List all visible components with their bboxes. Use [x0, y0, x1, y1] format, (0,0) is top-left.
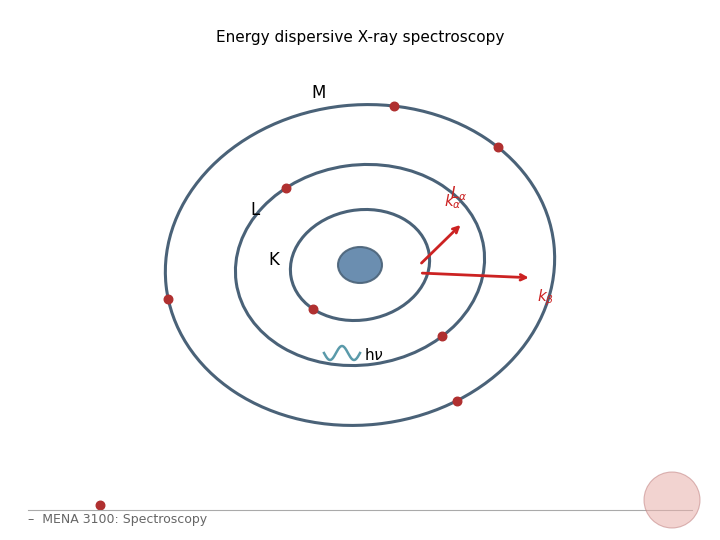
Point: [388, 102, 400, 110]
Point: [492, 143, 503, 151]
Point: [436, 332, 448, 340]
Point: [94, 501, 106, 509]
Text: L: L: [250, 201, 259, 219]
Point: [280, 184, 292, 192]
Ellipse shape: [338, 247, 382, 283]
Circle shape: [644, 472, 700, 528]
Point: [451, 396, 463, 405]
Text: M: M: [311, 84, 325, 102]
Text: $k_\alpha$: $k_\alpha$: [444, 192, 462, 211]
Text: K: K: [268, 251, 279, 269]
Text: –  MENA 3100: Spectroscopy: – MENA 3100: Spectroscopy: [28, 514, 207, 526]
Point: [307, 305, 319, 313]
Text: $k_\beta$: $k_\beta$: [536, 288, 554, 308]
Text: $L_\alpha$: $L_\alpha$: [450, 184, 467, 203]
Text: Energy dispersive X-ray spectroscopy: Energy dispersive X-ray spectroscopy: [216, 30, 504, 45]
Text: h$\nu$: h$\nu$: [364, 347, 384, 363]
Point: [163, 295, 174, 303]
